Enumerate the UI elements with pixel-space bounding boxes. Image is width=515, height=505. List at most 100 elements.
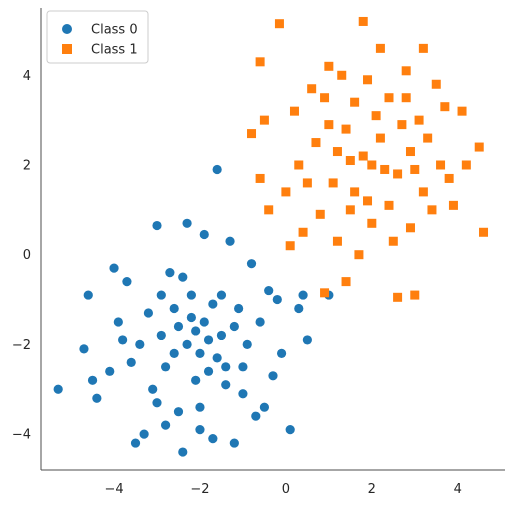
point-class-0: [186, 290, 196, 300]
legend-box: [46, 10, 149, 64]
point-class-0: [191, 326, 201, 336]
point-class-1: [350, 187, 360, 197]
point-class-0: [259, 402, 270, 412]
x-tick-label: 2: [368, 482, 376, 497]
point-class-1: [414, 115, 424, 125]
point-class-1: [375, 133, 385, 143]
point-class-0: [105, 366, 115, 376]
point-class-1: [281, 187, 291, 197]
point-class-0: [191, 375, 201, 385]
point-class-1: [375, 43, 385, 53]
point-class-1: [255, 173, 265, 183]
point-class-0: [208, 299, 218, 309]
point-class-1: [367, 160, 377, 170]
point-class-0: [229, 321, 239, 332]
point-class-0: [276, 348, 287, 358]
point-class-1: [354, 250, 364, 260]
y-tick-label: 0: [23, 248, 31, 263]
point-class-0: [221, 380, 231, 390]
point-class-1: [461, 160, 471, 170]
point-class-0: [126, 357, 136, 367]
point-class-0: [113, 317, 123, 327]
point-class-1: [427, 205, 437, 215]
x-tick-label: 0: [282, 482, 290, 497]
point-class-1: [307, 84, 317, 94]
point-class-0: [118, 335, 128, 345]
y-tick-label: 4: [23, 69, 31, 84]
point-class-0: [135, 339, 145, 350]
point-class-1: [328, 178, 338, 188]
point-class-1: [444, 173, 454, 183]
x-tick-label: 4: [454, 482, 462, 497]
point-class-1: [345, 156, 355, 166]
point-class-0: [199, 317, 209, 327]
point-class-0: [298, 290, 308, 300]
point-class-0: [238, 389, 248, 399]
point-class-1: [384, 93, 394, 103]
point-class-1: [431, 79, 441, 89]
point-class-1: [311, 138, 321, 148]
legend-label-class-1: Class 1: [91, 43, 138, 58]
point-class-0: [242, 339, 252, 350]
point-class-0: [229, 438, 239, 448]
point-class-0: [195, 402, 205, 412]
point-class-0: [160, 362, 171, 372]
point-class-0: [87, 375, 98, 385]
point-class-1: [457, 106, 467, 116]
point-class-1: [247, 129, 257, 139]
point-class-1: [401, 66, 411, 76]
point-class-1: [363, 75, 373, 85]
point-class-1: [405, 147, 415, 157]
point-class-1: [255, 57, 265, 67]
point-class-1: [393, 169, 403, 179]
point-class-0: [268, 371, 278, 381]
point-class-1: [337, 70, 347, 80]
point-class-1: [440, 102, 450, 112]
x-tick-label: −4: [104, 482, 123, 497]
point-class-0: [160, 420, 171, 430]
point-class-0: [216, 290, 227, 300]
point-class-0: [208, 434, 218, 444]
point-class-1: [448, 200, 458, 210]
point-class-1: [423, 133, 433, 143]
point-class-1: [358, 16, 368, 26]
point-class-0: [156, 330, 166, 341]
point-class-0: [203, 366, 214, 376]
point-class-0: [195, 425, 205, 435]
point-class-1: [274, 19, 284, 29]
point-class-0: [225, 236, 235, 246]
point-class-0: [139, 429, 149, 439]
point-class-1: [320, 288, 330, 298]
point-class-0: [92, 393, 102, 403]
point-class-0: [53, 384, 63, 394]
point-class-0: [302, 335, 312, 345]
y-tick-label: −4: [12, 428, 31, 443]
point-class-1: [302, 178, 312, 188]
point-class-0: [79, 344, 89, 354]
point-class-0: [178, 447, 188, 457]
point-class-0: [148, 384, 158, 394]
point-class-0: [173, 321, 184, 332]
point-class-0: [186, 312, 196, 323]
point-class-0: [212, 353, 222, 363]
point-class-1: [401, 93, 411, 103]
point-class-0: [143, 308, 154, 318]
point-class-1: [380, 164, 390, 174]
point-class-0: [216, 330, 227, 341]
point-class-0: [173, 407, 184, 417]
point-class-0: [246, 259, 257, 269]
point-class-1: [367, 218, 377, 228]
point-class-1: [363, 196, 373, 206]
point-class-0: [152, 220, 162, 231]
point-class-1: [332, 236, 342, 246]
legend-label-class-0: Class 0: [91, 23, 138, 38]
point-class-1: [393, 292, 403, 302]
point-class-1: [405, 223, 415, 233]
point-class-0: [255, 317, 265, 327]
point-class-0: [122, 277, 132, 287]
y-tick-label: 2: [23, 158, 31, 173]
point-class-0: [264, 285, 274, 296]
x-tick-label: −2: [190, 482, 209, 497]
point-class-0: [195, 348, 205, 358]
